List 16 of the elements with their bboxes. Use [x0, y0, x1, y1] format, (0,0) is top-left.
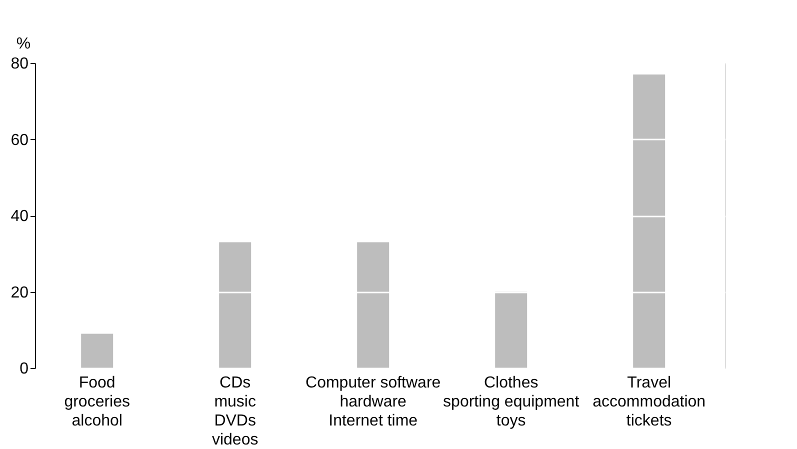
bar — [81, 334, 114, 368]
bar — [219, 242, 252, 368]
x-tick-label: Computer software hardware Internet time — [306, 374, 441, 430]
y-tick-label: 80 — [10, 56, 29, 72]
bar — [633, 74, 666, 368]
y-tick-label: 20 — [10, 284, 29, 302]
y-tick-label: 0 — [20, 360, 29, 378]
y-tick-label: 60 — [10, 132, 29, 149]
x-tick-label: CDs music DVDs videos — [212, 374, 258, 448]
y-tick-label: 40 — [10, 208, 29, 225]
bar — [495, 292, 528, 368]
x-tick-label: Travel accommodation tickets — [592, 374, 706, 430]
bar — [357, 242, 390, 368]
x-tick-label: Food groceries alcohol — [64, 374, 130, 430]
x-tick-label: Clothes sporting equipment toys — [443, 374, 580, 430]
y-axis-title: % — [16, 36, 31, 52]
